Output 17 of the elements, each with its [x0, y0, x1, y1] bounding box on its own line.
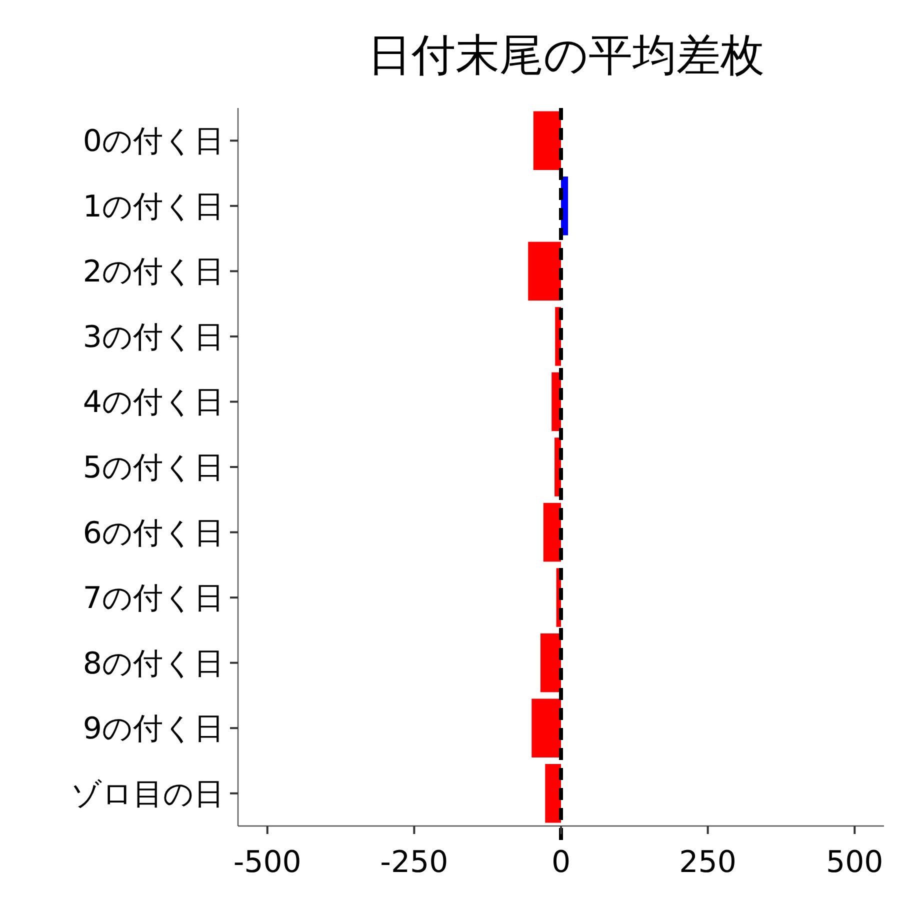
- x-tick-label: 250: [679, 845, 736, 880]
- y-tick-label: 1の付く日: [82, 189, 224, 224]
- chart-title: 日付末尾の平均差枚: [368, 30, 764, 81]
- y-tick-label: 0の付く日: [82, 124, 224, 160]
- y-tick-label: 6の付く日: [82, 516, 224, 551]
- y-tick-label: 9の付く日: [82, 712, 224, 747]
- x-tick-label: 500: [826, 845, 884, 880]
- x-tick-label: -500: [233, 845, 302, 880]
- y-tick-label: 7の付く日: [82, 581, 224, 616]
- y-tick-label: 5の付く日: [82, 450, 224, 486]
- y-tick-label: 4の付く日: [82, 385, 224, 420]
- x-tick-label: -250: [380, 845, 448, 880]
- y-tick-label: 2の付く日: [82, 254, 224, 290]
- y-tick-label: 3の付く日: [82, 320, 224, 355]
- y-tick-label: 8の付く日: [82, 646, 224, 682]
- x-tick-label: 0: [551, 845, 571, 880]
- y-tick-label: ゾロ目の日: [71, 776, 224, 812]
